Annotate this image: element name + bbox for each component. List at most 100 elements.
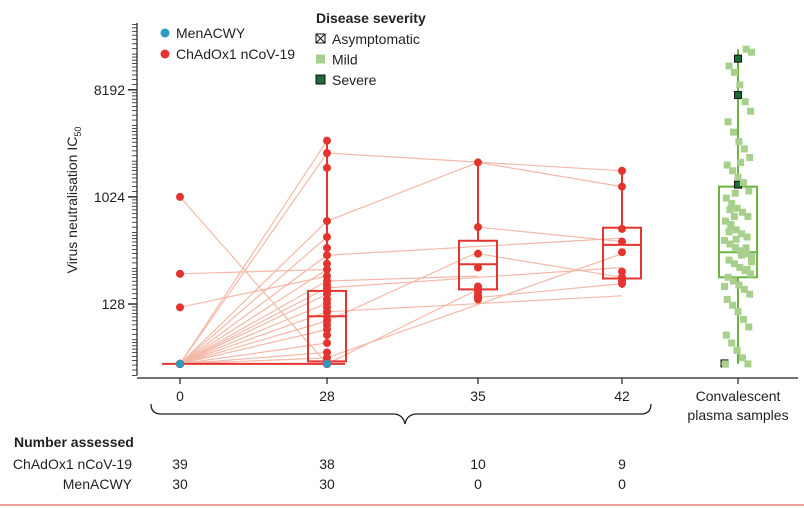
- convalescent-mild-point: [724, 118, 732, 126]
- chadox-point: [474, 282, 482, 291]
- convalescent-mild-point: [723, 161, 731, 169]
- convalescent-mild-point: [730, 277, 737, 285]
- convalescent-mild-point: [737, 247, 745, 255]
- paired-line: [179, 268, 328, 275]
- convalescent-mild-point: [732, 235, 740, 243]
- paired-line: [179, 196, 328, 365]
- paired-line: [179, 302, 328, 365]
- convalescent-mild-point: [731, 189, 739, 197]
- convalescent-mild-point: [729, 167, 737, 175]
- legend-severity-label: Mild: [332, 52, 358, 68]
- convalescent-mild-point: [742, 45, 750, 53]
- legend-label: MenACWY: [176, 25, 246, 41]
- paired-line: [179, 269, 328, 365]
- legend-severity-label: Severe: [332, 72, 377, 88]
- convalescent-mild-point: [742, 244, 750, 252]
- legend-marker-chadox: [160, 49, 170, 59]
- convalescent-mild-point: [743, 266, 751, 274]
- neutralisation-chart: 128 1024 8192 Virus neutralisation IC50 Men…: [64, 10, 798, 430]
- row-label-chadox: ChAdOx1 nCoV-19: [12, 456, 132, 472]
- paired-line: [326, 275, 479, 282]
- convalescent-mild-point: [730, 212, 738, 220]
- convalescent-mild-point: [746, 154, 754, 162]
- chadox-point: [323, 325, 331, 334]
- chadox-point: [323, 259, 331, 268]
- chadox-point: [176, 269, 184, 278]
- chadox-point: [176, 192, 184, 201]
- chadox-point: [618, 273, 626, 282]
- convalescent-mild-point: [721, 236, 728, 244]
- chadox-point: [323, 265, 331, 274]
- number-assessed-table: Number assessed ChAdOx1 nCoV-19 39 38 10…: [0, 430, 804, 500]
- convalescent-mild-point: [721, 217, 729, 225]
- convalescent-mild-point: [740, 285, 748, 293]
- paired-line: [326, 237, 623, 256]
- convalescent-mild-point: [740, 145, 748, 153]
- convalescent-mild-point: [725, 256, 733, 264]
- chadox-point: [474, 288, 482, 297]
- table-cell: 0: [474, 476, 482, 492]
- convalescent-mild-point: [722, 194, 730, 202]
- convalescent-mild-point: [739, 208, 746, 216]
- chadox-point: [323, 217, 331, 226]
- convalescent-mild-point: [733, 204, 741, 212]
- chadox-point: [323, 149, 331, 158]
- box-plots: [307, 49, 758, 364]
- chadox-point: [618, 224, 626, 233]
- convalescent-mild-point: [727, 220, 735, 228]
- convalescent-mild-point: [730, 260, 738, 268]
- convalescent-mild-point: [745, 187, 753, 195]
- convalescent-mild-point: [738, 230, 746, 238]
- data-points: [176, 45, 755, 368]
- dark-green-square-icon: [315, 74, 326, 85]
- convalescent-mild-point: [725, 228, 733, 236]
- paired-line: [179, 236, 328, 365]
- y-axis-label: Virus neutralisation IC50: [64, 127, 83, 274]
- x-tick-label: 42: [614, 388, 630, 404]
- convalescent-mild-point: [733, 346, 741, 354]
- convalescent-mild-point: [744, 360, 752, 368]
- convalescent-mild-point: [739, 179, 747, 187]
- paired-line: [179, 293, 328, 365]
- convalescent-mild-point: [723, 295, 731, 303]
- legend-label: ChAdOx1 nCoV-19: [176, 46, 295, 62]
- paired-line: [179, 220, 328, 365]
- chadox-point: [618, 237, 626, 246]
- table-cell: 9: [618, 456, 626, 472]
- chadox-point: [323, 339, 331, 348]
- crossed-square-icon: [315, 33, 326, 44]
- convalescent-mild-point: [722, 331, 730, 339]
- convalescent-mild-point: [744, 212, 752, 220]
- convalescent-mild-point: [747, 107, 755, 115]
- convalescent-mild-point: [728, 200, 736, 208]
- paired-line: [179, 152, 328, 365]
- paired-line: [179, 254, 328, 365]
- convalescent-mild-point: [738, 251, 746, 259]
- convalescent-mild-point: [730, 128, 737, 136]
- x-tick-label: 0: [176, 388, 184, 404]
- convalescent-mild-point: [748, 258, 755, 266]
- convalescent-severe-point: [734, 54, 742, 63]
- y-tick-label: 8192: [94, 82, 125, 98]
- chadox-point: [474, 263, 482, 272]
- convalescent-mild-point: [742, 250, 750, 258]
- paired-line: [179, 275, 328, 308]
- x-tick-label: plasma samples: [687, 407, 788, 423]
- x-axis: 0 28 35 42 Convalescent plasma samples Days si…: [137, 377, 798, 430]
- chadox-point: [618, 248, 626, 257]
- x-axis-label: Days since vaccination: [329, 428, 471, 430]
- bottom-rule: [0, 504, 804, 506]
- row-label-menacwy: MenACWY: [62, 476, 132, 492]
- paired-line: [326, 288, 479, 365]
- legend-marker-menacwy: [160, 28, 170, 38]
- paired-line: [179, 357, 328, 365]
- convalescent-mild-point: [745, 323, 753, 331]
- table-cell: 30: [319, 476, 335, 492]
- x-tick-label: Convalescent: [696, 388, 781, 404]
- chadox-point: [323, 163, 331, 172]
- table-cell: 0: [618, 476, 626, 492]
- chadox-point: [176, 303, 184, 312]
- chadox-point: [618, 267, 626, 276]
- table-cell: 10: [470, 456, 486, 472]
- convalescent-mild-point: [731, 243, 739, 251]
